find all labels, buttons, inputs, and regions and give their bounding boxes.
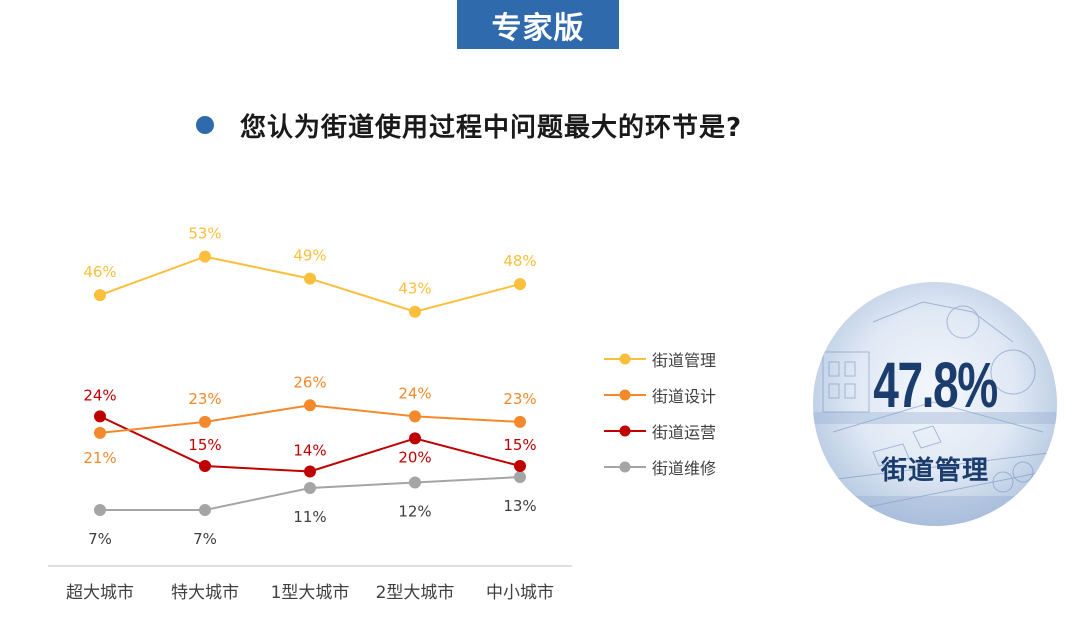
data-point (94, 410, 106, 423)
data-label: 15% (503, 436, 536, 454)
data-label: 15% (188, 436, 221, 454)
data-point (409, 410, 421, 423)
legend-marker-icon (604, 389, 646, 401)
data-point (94, 504, 106, 516)
data-label: 49% (293, 247, 326, 265)
data-point (514, 471, 526, 483)
question: 您认为街道使用过程中问题最大的环节是? (196, 103, 742, 147)
data-point (199, 415, 211, 428)
data-label: 21% (83, 449, 116, 467)
data-point (409, 476, 421, 489)
data-point (94, 426, 106, 439)
data-label: 24% (83, 386, 116, 404)
chart-legend: 街道管理 街道设计 街道运营 街道维修 (604, 341, 716, 485)
x-tick-label: 1型大城市 (271, 583, 350, 603)
legend-label: 街道运营 (652, 423, 717, 442)
edition-badge: 专家版 (457, 0, 619, 49)
data-label: 23% (188, 390, 221, 408)
legend-marker-icon (604, 461, 646, 473)
data-point (199, 460, 211, 472)
data-label: 7% (193, 530, 217, 548)
data-point (304, 482, 316, 494)
data-label: 26% (293, 373, 326, 391)
x-tick-label: 2型大城市 (376, 583, 455, 603)
data-label: 14% (293, 442, 326, 460)
bullet-icon (196, 116, 214, 134)
legend-item: 街道运营 (604, 413, 716, 449)
data-label: 46% (83, 263, 116, 281)
legend-label: 街道管理 (652, 351, 717, 370)
data-point (409, 432, 421, 445)
line-chart: 7% 7% 11% 12% 13% 24% 15% 14% 20% 15% 21% 23% 26% 24%… (48, 225, 572, 603)
data-label: 43% (398, 280, 431, 298)
question-text: 您认为街道使用过程中问题最大的环节是? (240, 112, 743, 143)
data-label: 11% (293, 508, 326, 526)
x-tick-label: 中小城市 (486, 583, 554, 603)
legend-item: 街道设计 (604, 377, 716, 413)
data-label: 24% (398, 384, 431, 402)
legend-label: 街道设计 (652, 387, 717, 406)
data-point (514, 278, 526, 291)
legend-item: 街道维修 (604, 449, 716, 485)
data-point (199, 250, 211, 263)
data-point (304, 272, 316, 285)
data-point (514, 460, 526, 472)
data-label: 12% (398, 503, 431, 521)
data-label: 20% (398, 448, 431, 466)
data-label: 13% (503, 497, 536, 515)
data-point (199, 504, 211, 516)
legend-marker-icon (604, 353, 646, 365)
data-point (304, 465, 316, 478)
data-label: 48% (503, 252, 536, 270)
highlight-label: 街道管理 (880, 456, 989, 486)
x-tick-label: 超大城市 (66, 583, 134, 603)
highlight-circle: 47.8% 街道管理 (813, 282, 1057, 526)
highlight-value: 47.8% (873, 349, 998, 421)
data-label: 23% (503, 390, 536, 408)
data-point (94, 289, 106, 302)
x-tick-label: 特大城市 (171, 583, 239, 603)
legend-label: 街道维修 (652, 459, 717, 478)
legend-marker-icon (604, 425, 646, 437)
data-point (409, 305, 421, 318)
legend-item: 街道管理 (604, 341, 716, 377)
data-label: 7% (88, 530, 112, 548)
data-point (514, 415, 526, 428)
street-illustration (813, 301, 1057, 526)
data-label: 53% (188, 225, 221, 243)
data-point (304, 399, 316, 412)
